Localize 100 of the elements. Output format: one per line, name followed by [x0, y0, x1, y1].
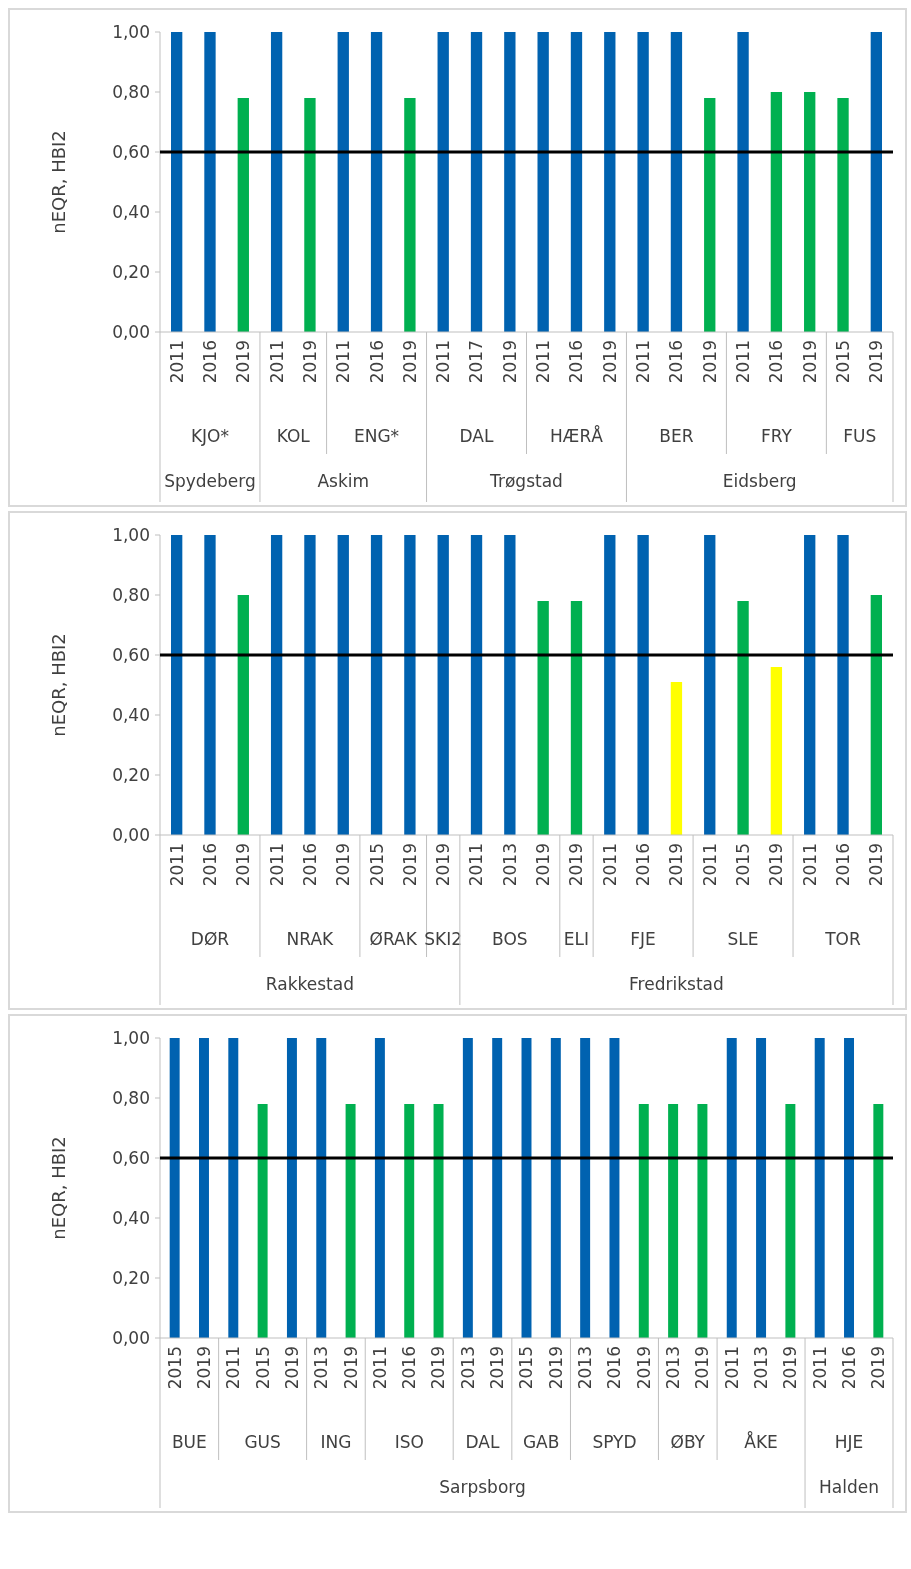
text: ING — [320, 1432, 352, 1452]
bar — [470, 32, 483, 332]
bar — [337, 535, 349, 835]
y-tick-label: 0,60 — [112, 1147, 150, 1168]
bar — [304, 535, 316, 835]
text: DAL — [465, 1432, 500, 1452]
bar — [304, 98, 316, 332]
text: NRAK — [286, 929, 335, 949]
bar — [804, 92, 816, 332]
bar — [470, 535, 483, 835]
y-tick-label: 0,40 — [112, 1207, 150, 1228]
text: Halden — [819, 1477, 879, 1497]
bar — [237, 595, 249, 835]
text: FUS — [843, 426, 877, 446]
text: GAB — [522, 1432, 560, 1452]
bar — [637, 32, 649, 332]
x-tick-label: 2019 — [633, 1346, 654, 1390]
y-tick-label: 0,20 — [112, 1267, 150, 1288]
x-tick-label: 2019 — [340, 1346, 361, 1390]
x-tick-label: 2016 — [199, 843, 220, 887]
x-tick-label: 2019 — [599, 340, 620, 384]
x-tick-label: 2016 — [838, 1346, 859, 1390]
x-tick-label: 2019 — [399, 843, 420, 887]
bar — [670, 682, 683, 835]
x-tick-label: 2011 — [599, 843, 620, 887]
text: FJE — [630, 929, 656, 949]
bar — [404, 98, 416, 332]
x-tick-label: 2019 — [499, 340, 520, 384]
bar — [270, 535, 283, 835]
bar — [770, 92, 783, 332]
bar — [204, 535, 216, 835]
x-tick-label: 2019 — [766, 843, 787, 887]
x-tick-label: 2015 — [733, 843, 754, 887]
text: Sarpsborg — [439, 1477, 526, 1497]
bar — [837, 98, 849, 332]
x-tick-label: 2016 — [199, 340, 220, 384]
bar — [537, 601, 549, 835]
text: Rakkestad — [265, 974, 354, 994]
x-tick-label: 2019 — [233, 843, 254, 887]
x-tick-label: 2011 — [166, 340, 187, 384]
y-tick-label: 0,60 — [112, 644, 150, 665]
bar — [704, 98, 716, 332]
x-tick-label: 2019 — [866, 843, 887, 887]
x-tick-label: 2016 — [666, 340, 687, 384]
x-tick-label: 2013 — [457, 1346, 478, 1390]
bar — [437, 535, 449, 835]
x-tick-label: 2011 — [809, 1346, 830, 1390]
text: GUS — [244, 1432, 281, 1452]
x-tick-label: 2015 — [164, 1346, 185, 1390]
x-tick-label: 2015 — [516, 1346, 537, 1390]
x-tick-label: 2017 — [466, 340, 487, 384]
x-tick-label: 2019 — [433, 843, 454, 887]
x-tick-label: 2019 — [780, 1346, 801, 1390]
x-tick-label: 2019 — [699, 340, 720, 384]
x-tick-label: 2011 — [799, 843, 820, 887]
x-tick-label: 2019 — [487, 1346, 508, 1390]
x-tick-label: 2011 — [466, 843, 487, 887]
x-tick-label: 2013 — [311, 1346, 332, 1390]
text: HJE — [834, 1432, 864, 1452]
x-tick-label: 2016 — [366, 340, 387, 384]
text: ISO — [394, 1432, 424, 1452]
x-tick-label: 2019 — [692, 1346, 713, 1390]
x-tick-label: 2016 — [604, 1346, 625, 1390]
bar — [837, 535, 849, 835]
x-tick-label: 2011 — [433, 340, 454, 384]
text: HÆRÅ — [550, 425, 604, 446]
bar — [770, 667, 783, 835]
x-tick-label: 2015 — [366, 843, 387, 887]
x-tick-label: 2019 — [299, 340, 320, 384]
bar — [537, 32, 549, 332]
x-tick-label: 2015 — [832, 340, 853, 384]
x-tick-label: 2016 — [566, 340, 587, 384]
text: KOL — [276, 426, 311, 446]
text: FRY — [760, 426, 793, 446]
x-tick-label: 2019 — [799, 340, 820, 384]
y-tick-label: 1,00 — [112, 1027, 150, 1048]
bar — [670, 32, 683, 332]
y-tick-label: 0,40 — [112, 201, 150, 222]
text: Eidsberg — [722, 471, 797, 491]
text: DØR — [190, 929, 230, 949]
y-tick-label: 0,60 — [112, 141, 150, 162]
text: SPYD — [592, 1432, 637, 1452]
x-tick-label: 2019 — [233, 340, 254, 384]
x-tick-label: 2011 — [533, 340, 554, 384]
bar — [570, 601, 583, 835]
x-tick-label: 2011 — [699, 843, 720, 887]
y-tick-label: 0,20 — [112, 764, 150, 785]
text: KJO* — [190, 426, 229, 446]
bar — [604, 32, 616, 332]
text: DAL — [459, 426, 494, 446]
y-tick-label: 0,00 — [112, 824, 150, 845]
text: ÅKE — [744, 1431, 778, 1452]
text: ELI — [563, 929, 590, 949]
x-tick-label: 2013 — [575, 1346, 596, 1390]
text: Fredrikstad — [629, 974, 724, 994]
text: BER — [659, 426, 694, 446]
x-tick-label: 2016 — [399, 1346, 420, 1390]
bar — [637, 535, 649, 835]
text: ØBY — [670, 1432, 706, 1452]
x-tick-label: 2015 — [252, 1346, 273, 1390]
